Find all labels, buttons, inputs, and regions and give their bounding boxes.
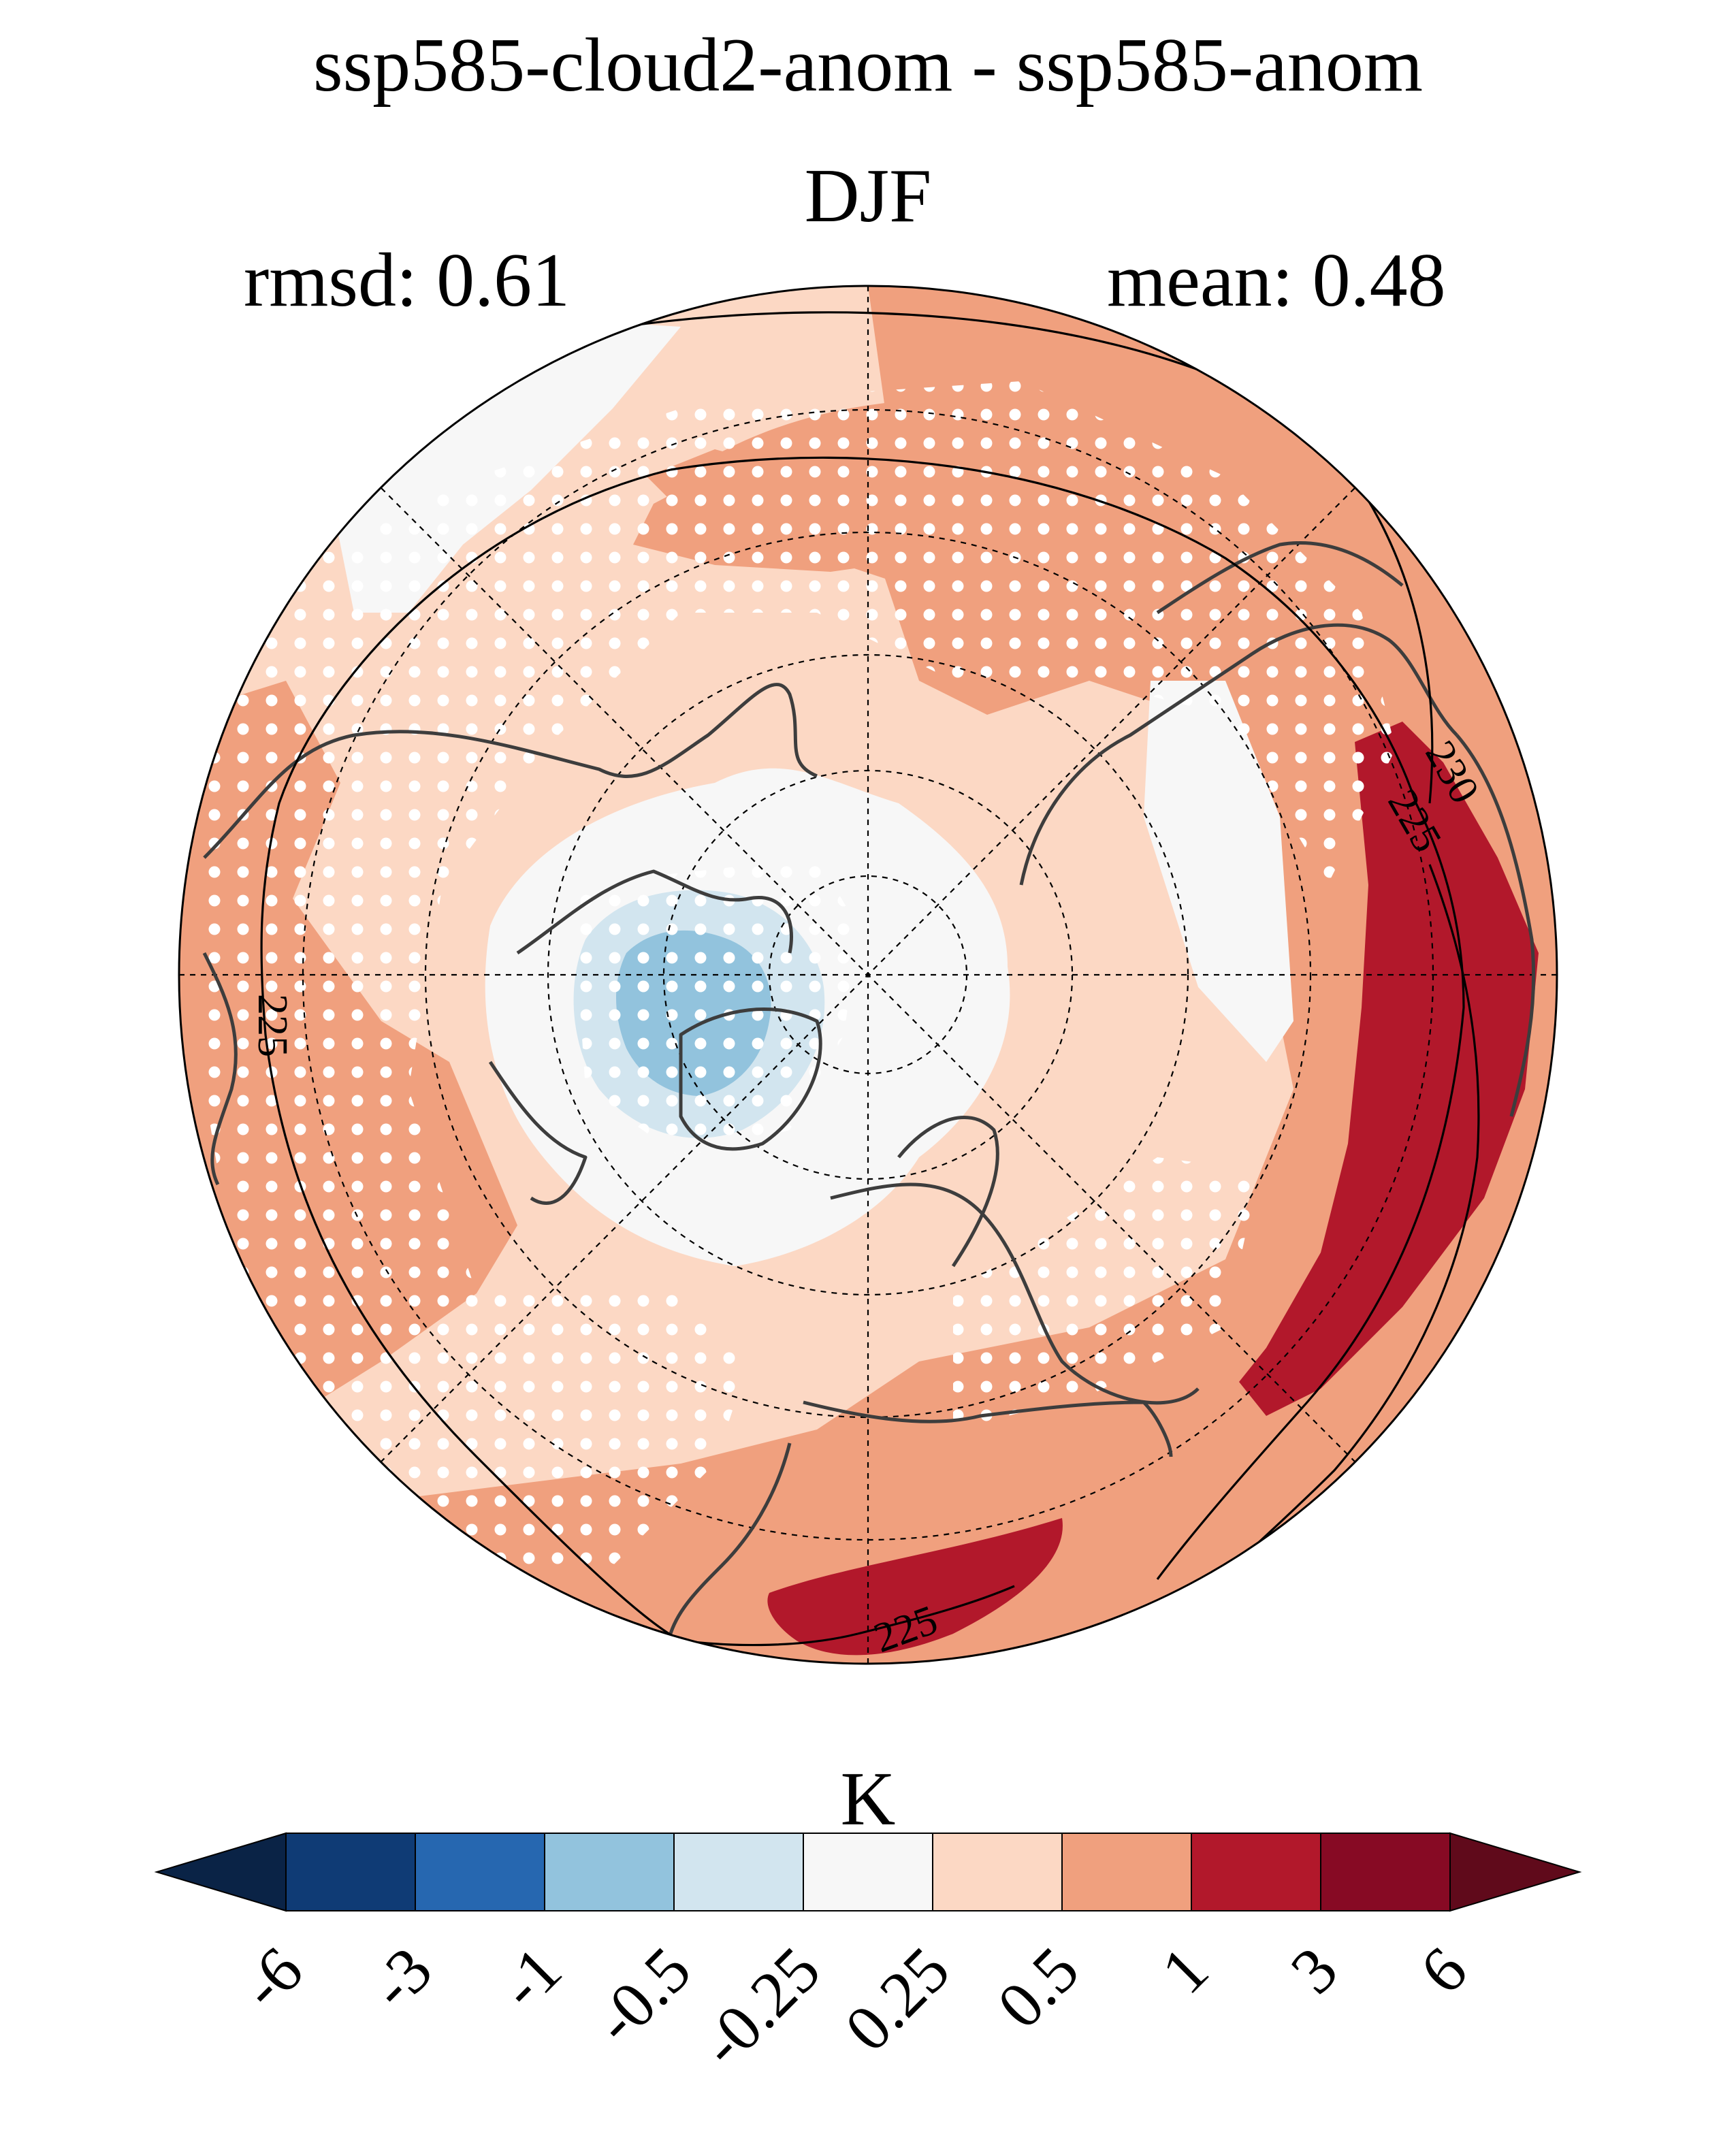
coast-mediterranean xyxy=(803,1400,1173,1457)
colorbar-tick-label: -6 xyxy=(227,1933,317,2022)
coast-west-canada xyxy=(202,952,238,1186)
colorbar-segment xyxy=(285,1833,416,1911)
mean-stat: mean: 0.48 xyxy=(1107,238,1446,323)
figure-title: ssp585-cloud2-anom - ssp585-anom xyxy=(312,23,1423,108)
colorbar-segment xyxy=(1320,1833,1451,1911)
colorbar-segment xyxy=(415,1833,545,1911)
latitude-circle xyxy=(547,653,1189,1296)
colorbar-segment xyxy=(673,1833,804,1911)
colorbar-segment xyxy=(1061,1833,1192,1911)
colorbar-tick-label: -3 xyxy=(356,1933,446,2022)
season-subtitle: DJF xyxy=(804,154,932,238)
coast-scandinavia xyxy=(897,1116,999,1268)
globe-border xyxy=(178,285,1558,1665)
contour-line-225-south xyxy=(857,1585,1015,1635)
contour-line-230 xyxy=(1156,803,1465,1580)
stipple-west xyxy=(204,381,1396,1566)
contour-line-225-ring xyxy=(670,456,1417,804)
colorbar-tick-label: 6 xyxy=(1406,1933,1481,2007)
coast-siberia xyxy=(1019,623,1458,886)
colorbar-tick-label: 0.25 xyxy=(831,1933,963,2065)
colorbar-tick-label: -1 xyxy=(485,1933,575,2022)
field-near-white-east xyxy=(1144,681,1293,1062)
colorbar-tick-label: 0.5 xyxy=(983,1933,1093,2042)
colorbar-segments xyxy=(154,1832,1582,1912)
colorbar-tick-label: 1 xyxy=(1147,1933,1222,2007)
contour-label: 225 xyxy=(249,994,295,1057)
latitude-circle xyxy=(424,531,1312,1419)
colorbar-unit: K xyxy=(841,1757,896,1841)
colorbar-ticks: -6 -3 -1 -0.5-0.250.25 0.5 1 3 6 xyxy=(227,1933,1481,2080)
colorbar-tick-label: 3 xyxy=(1276,1933,1351,2007)
colorbar-segment xyxy=(932,1833,1063,1911)
colorbar: K -6 -3 -1 -0.5-0.250.25 0.5 1 3 6 xyxy=(154,1757,1582,2080)
coast-africa xyxy=(665,1442,792,1655)
coast-north-america xyxy=(203,683,818,859)
colorbar-tick-label: -0.25 xyxy=(686,1933,834,2080)
colorbar-extend-high xyxy=(1449,1832,1582,1912)
rmsd-stat: rmsd: 0.61 xyxy=(244,238,570,323)
stipple-southeast xyxy=(953,1157,1259,1430)
field-red-south xyxy=(767,1518,1063,1656)
meridian-line xyxy=(381,487,1355,1462)
coastlines xyxy=(202,541,1536,1655)
colorbar-segment xyxy=(544,1833,675,1911)
coast-asia-east xyxy=(1456,734,1536,1117)
colorbar-tick-label: -0.5 xyxy=(580,1933,705,2057)
stipple-center xyxy=(572,858,858,1157)
colorbar-segment xyxy=(1191,1833,1321,1911)
coast-alaska xyxy=(1156,541,1404,615)
polar-map xyxy=(179,286,1557,1664)
significance-stippling xyxy=(204,381,1396,1566)
coast-europe xyxy=(830,1182,1200,1405)
coast-greenland xyxy=(679,1007,822,1151)
coast-hudson xyxy=(488,1061,588,1205)
coast-canada-arctic xyxy=(516,869,793,955)
field-red-east xyxy=(1239,722,1539,1416)
colorbar-extend-low xyxy=(154,1832,287,1912)
graticule xyxy=(179,286,1557,1664)
colorbar-segment xyxy=(803,1833,933,1911)
